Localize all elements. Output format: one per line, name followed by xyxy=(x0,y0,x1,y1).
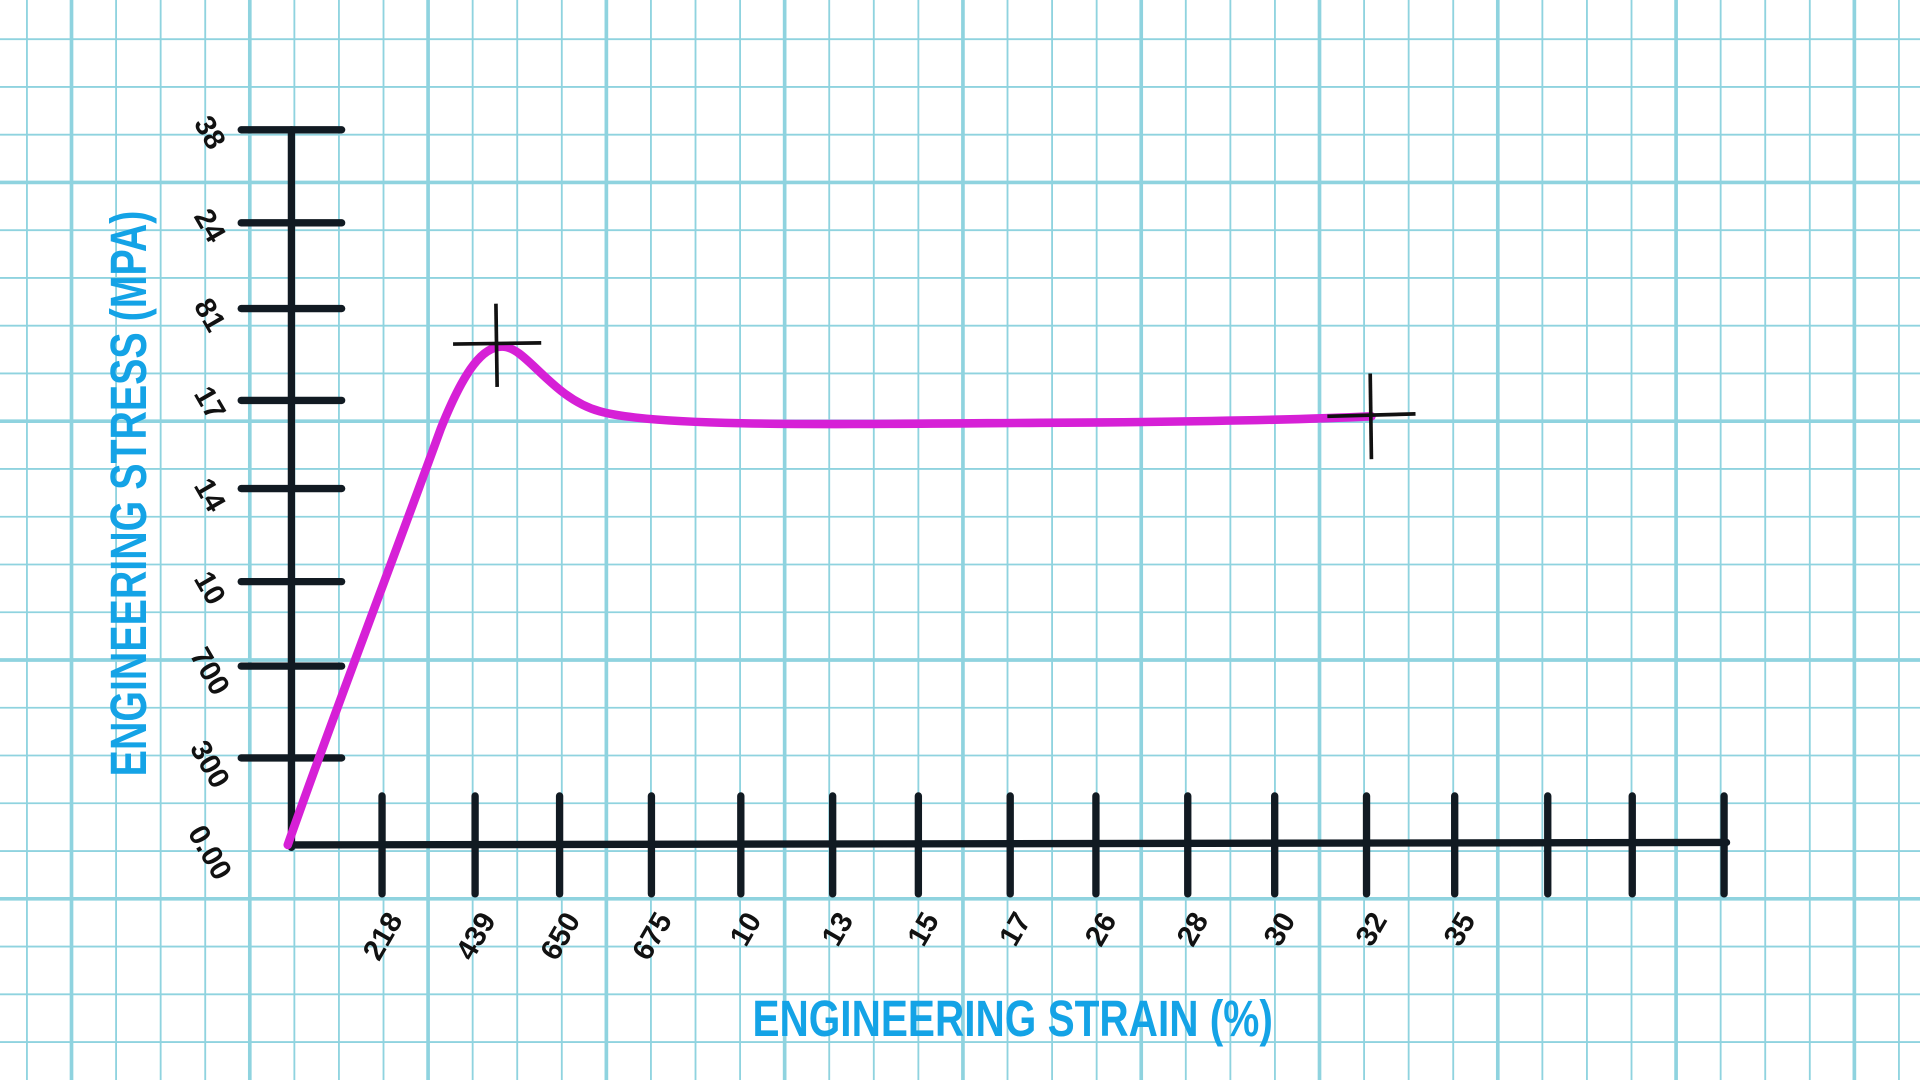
x-tick-label: 30 xyxy=(1257,907,1302,952)
x-tick-label: 218 xyxy=(356,907,409,966)
y-tick-label: 0.00 xyxy=(181,820,238,886)
y-tick-label: 81 xyxy=(187,293,232,338)
x-tick-label: 26 xyxy=(1078,907,1123,952)
x-tick-label: 15 xyxy=(901,907,946,952)
y-tick-label: 700 xyxy=(183,642,236,701)
y-tick-label: 17 xyxy=(187,381,232,426)
x-axis-title: ENGINEERING STRAIN (%) xyxy=(752,989,1272,1047)
x-tick-label: 439 xyxy=(449,907,502,966)
x-tick-label: 35 xyxy=(1437,907,1482,952)
stress-strain-curve xyxy=(283,342,1376,850)
x-tick-label: 13 xyxy=(815,907,860,952)
x-tick-label: 650 xyxy=(534,907,587,966)
marker-yield xyxy=(453,303,542,387)
y-axis-title: ENGINEERING STRESS (MPA) xyxy=(99,211,157,777)
y-tick-label: 300 xyxy=(183,735,236,794)
x-tick-label: 675 xyxy=(626,907,679,966)
x-tick-label: 10 xyxy=(723,907,768,952)
y-tick-label: 10 xyxy=(187,566,232,611)
x-tick-label: 32 xyxy=(1349,907,1394,952)
y-tick-label: 14 xyxy=(187,473,232,518)
x-tick-label: 17 xyxy=(993,907,1038,952)
y-tick-label: 24 xyxy=(187,203,232,248)
y-tick-label: 38 xyxy=(187,110,232,155)
axes xyxy=(237,126,1731,898)
x-tick-label: 28 xyxy=(1170,907,1215,952)
marker-fracture xyxy=(1327,373,1416,460)
